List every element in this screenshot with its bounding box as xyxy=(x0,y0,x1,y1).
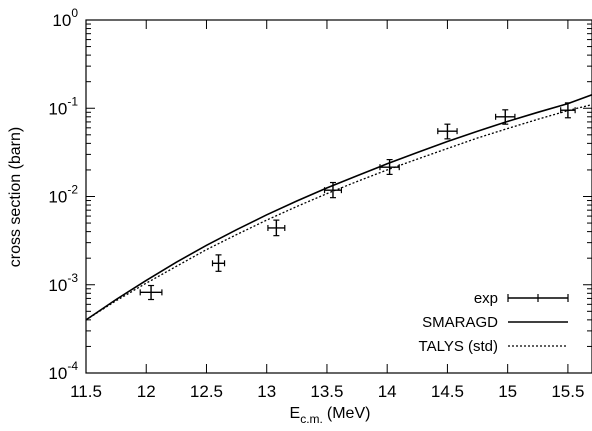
y-tick-label-base: 10 xyxy=(48,364,67,383)
y-tick-label-base: 10 xyxy=(48,99,67,118)
x-tick-label: 14.5 xyxy=(431,382,464,401)
y-tick-label-exponent: -3 xyxy=(67,271,78,285)
data-point xyxy=(139,284,163,301)
x-tick-label: 12 xyxy=(137,382,156,401)
data-point xyxy=(323,181,343,199)
x-axis-title: Ec.m. (MeV) xyxy=(290,405,371,426)
x-axis-title-subscript: c.m. xyxy=(300,412,323,426)
data-point xyxy=(495,109,516,125)
y-axis-title: cross section (barn) xyxy=(7,127,24,268)
data-point xyxy=(267,219,286,237)
x-tick-label: 15 xyxy=(498,382,517,401)
series-line xyxy=(85,94,592,321)
x-tick-labels: 11.5 12 12.5 13 13.5 14 14.5 15 15.5 xyxy=(70,382,584,401)
x-tick-label: 13.5 xyxy=(310,382,343,401)
model-curves xyxy=(85,94,592,321)
data-point xyxy=(211,254,226,272)
x-axis-title-unit: (MeV) xyxy=(327,405,371,422)
x-tick-label: 11.5 xyxy=(70,382,102,401)
legend-label: SMARAGD xyxy=(422,314,498,331)
y-tick-label: 10-3 xyxy=(48,271,78,295)
y-tick-label-exponent: -2 xyxy=(67,183,78,197)
y-tick-label-exponent: -4 xyxy=(67,359,78,373)
data-point xyxy=(437,123,458,140)
y-tick-label-base: 10 xyxy=(52,11,71,30)
y-tick-label-exponent: -1 xyxy=(67,94,78,108)
y-tick-label: 10-2 xyxy=(48,183,78,207)
x-tick-label: 14 xyxy=(378,382,397,401)
y-tick-label-exponent: 0 xyxy=(71,6,78,20)
y-tick-label: 100 xyxy=(52,6,78,30)
legend-label: exp xyxy=(474,290,498,307)
data-point xyxy=(560,102,576,119)
series-line xyxy=(85,103,592,321)
x-tick-label: 13 xyxy=(257,382,276,401)
plot-frame xyxy=(85,19,592,374)
legend-label: TALYS (std) xyxy=(419,338,498,355)
legend: exp SMARAGD TALYS (std) xyxy=(419,290,569,355)
y-tick-label-base: 10 xyxy=(48,188,67,207)
axis-ticks xyxy=(85,20,592,374)
y-tick-label: 10-4 xyxy=(48,359,78,383)
experimental-points xyxy=(139,102,576,301)
x-axis-title-main: E xyxy=(290,405,301,422)
y-tick-label: 10-1 xyxy=(48,94,78,118)
x-tick-label: 15.5 xyxy=(551,382,584,401)
y-tick-label-base: 10 xyxy=(48,276,67,295)
x-tick-label: 12.5 xyxy=(190,382,223,401)
data-point xyxy=(379,158,400,176)
